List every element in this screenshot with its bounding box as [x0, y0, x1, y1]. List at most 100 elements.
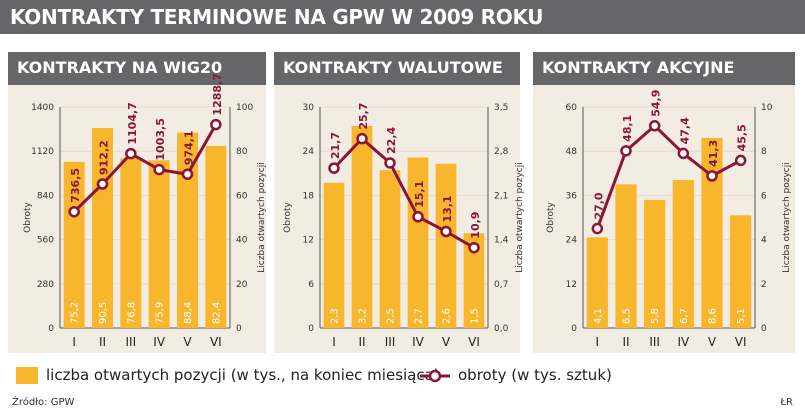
legend-line-label: obroty (w tys. sztuk)	[458, 366, 612, 384]
x-tick-label: I	[332, 335, 336, 349]
line-value-label: 974,1	[183, 130, 196, 165]
bar-value-label: 2,5	[386, 308, 397, 324]
chart-panel-wig20: KONTRAKTY NA WIG20 0 0 280 20 560 40 840 60 1120…	[8, 52, 267, 353]
y-tick-label: 840	[37, 191, 54, 201]
x-tick-label: III	[385, 335, 396, 349]
bar-value-label: 5,8	[650, 308, 661, 324]
bar-value-label: 90,5	[98, 302, 109, 324]
y2-tick-label: 6	[761, 191, 767, 201]
bar	[63, 161, 85, 328]
line-point	[181, 168, 194, 180]
x-tick-label: III	[126, 335, 137, 349]
x-tick-label: VI	[468, 335, 480, 349]
bar-value-label: 88,4	[183, 302, 194, 324]
y-tick-label: 12	[566, 280, 577, 290]
bar-value-label: 1,5	[470, 308, 481, 324]
line-value-label: 736,5	[69, 168, 82, 203]
bar-value-label: 2,7	[414, 308, 425, 324]
y2-axis-title: Liczba otwartych pozycji	[515, 162, 525, 272]
main-title-bar: KONTRAKTY TERMINOWE NA GPW W 2009 ROKU	[0, 0, 805, 34]
x-tick-label: IV	[412, 335, 425, 349]
y-tick-label: 30	[303, 103, 315, 113]
bar-value-label: 2,3	[330, 308, 341, 324]
bar-value-label: 5,1	[736, 308, 747, 324]
legend-line-swatch	[420, 369, 450, 383]
line-value-label: 25,7	[357, 103, 370, 130]
panel-title: KONTRAKTY NA WIG20	[17, 58, 223, 77]
y-tick-label: 6	[308, 280, 314, 290]
x-tick-label: VI	[210, 335, 222, 349]
panel-title-bar: KONTRAKTY WALUTOWE	[274, 52, 520, 85]
line-value-label: 48,1	[621, 115, 634, 142]
bar-value-label: 8,6	[708, 308, 719, 324]
y2-tick-label: 10	[761, 103, 773, 113]
legend-bar-label: liczba otwartych pozycji (w tys., na kon…	[46, 366, 440, 384]
y2-tick-label: 2	[761, 280, 767, 290]
line-point	[677, 147, 690, 160]
y2-tick-label: 4	[761, 236, 767, 246]
line-value-label: 13,1	[441, 195, 454, 222]
y2-tick-label: 8	[761, 147, 767, 157]
line-point	[125, 147, 137, 160]
y2-tick-label: 2,1	[494, 191, 508, 201]
y-tick-label: 280	[37, 280, 54, 290]
chart-panel-akcyjne: KONTRAKTY AKCYJNE 0 0 12 2 24 4 36 6 48 8 60 10 Obro…	[533, 52, 795, 353]
bar	[379, 170, 401, 328]
x-tick-label: IV	[153, 335, 166, 349]
x-tick-label: III	[649, 335, 660, 349]
line-point	[153, 163, 165, 176]
line-point	[591, 222, 604, 235]
legend-bar-swatch	[16, 367, 38, 384]
y2-tick-label: 1,4	[494, 236, 509, 246]
y-tick-label: 12	[303, 236, 314, 246]
x-tick-label: II	[358, 335, 365, 349]
bar-value-label: 6,7	[679, 308, 690, 324]
line-point	[384, 157, 396, 169]
y-tick-label: 560	[37, 236, 54, 246]
line-value-label: 54,9	[650, 90, 663, 117]
bar	[177, 132, 198, 328]
line-point	[440, 225, 452, 238]
bar-value-label: 2,6	[442, 308, 453, 324]
bar	[120, 158, 142, 328]
line-value-label: 45,5	[736, 124, 749, 151]
line-point	[706, 170, 718, 182]
y-tick-label: 0	[48, 324, 54, 334]
y-tick-label: 24	[303, 147, 315, 157]
line-value-label: 22,4	[385, 127, 398, 154]
bar	[730, 215, 752, 328]
line-value-label: 41,3	[707, 140, 720, 167]
panel-title: KONTRAKTY WALUTOWE	[283, 58, 503, 77]
bar-value-label: 3,2	[358, 308, 369, 324]
bar	[148, 160, 170, 328]
x-tick-label: VI	[735, 335, 747, 349]
line-point	[412, 211, 424, 223]
y-tick-label: 60	[566, 103, 578, 113]
line-point	[468, 241, 480, 254]
y2-tick-label: 3,5	[494, 103, 508, 113]
y-tick-label: 1120	[31, 147, 54, 157]
y2-tick-label: 100	[236, 103, 253, 113]
line-value-label: 1288,7	[211, 73, 224, 115]
bar	[672, 179, 694, 328]
x-tick-label: V	[708, 335, 717, 349]
bar	[586, 237, 608, 328]
line-value-label: 1003,5	[154, 118, 167, 160]
source-note: Źródło: GPW	[12, 397, 75, 408]
x-tick-label: I	[596, 335, 600, 349]
line-value-label: 15,1	[413, 181, 426, 208]
bar	[701, 137, 723, 328]
y-tick-label: 24	[566, 236, 578, 246]
y2-tick-label: 60	[236, 191, 248, 201]
x-tick-label: V	[442, 335, 451, 349]
bar-value-label: 75,2	[70, 302, 81, 324]
bar	[615, 184, 637, 328]
line-value-label: 47,4	[678, 117, 691, 144]
y2-tick-label: 0,0	[494, 324, 509, 334]
bar	[644, 199, 666, 328]
chart-panel-walutowe: KONTRAKTY WALUTOWE 0 0,0 6 0,7 12 1,4 18 2,1 24 2…	[274, 52, 525, 353]
line-point	[620, 145, 632, 157]
line-point	[328, 162, 340, 174]
line-value-label: 912,2	[98, 140, 111, 175]
line-value-label: 27,0	[592, 192, 605, 219]
